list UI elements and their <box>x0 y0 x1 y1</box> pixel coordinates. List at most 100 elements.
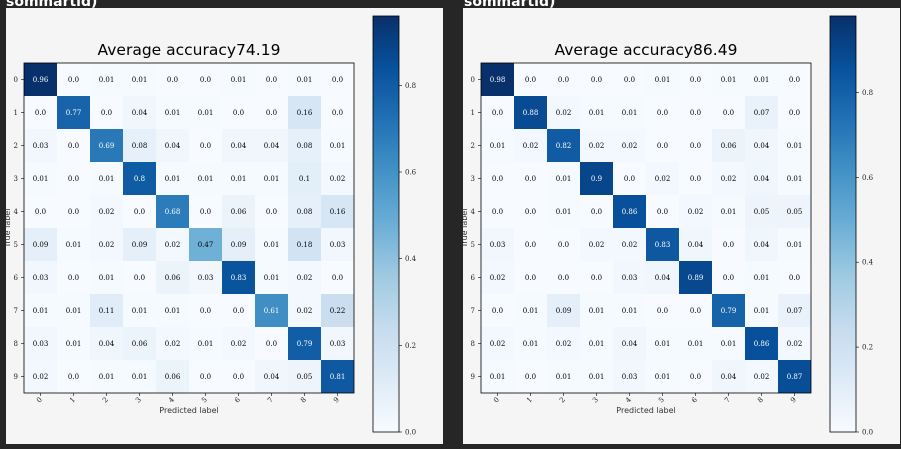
y-tick-label: 9 <box>14 373 18 381</box>
cell-value-label: 0.02 <box>490 340 506 348</box>
cell-value-label: 0.07 <box>787 307 803 315</box>
heatmap-cell <box>547 63 580 96</box>
cell-value-label: 0.01 <box>264 175 280 183</box>
cell-value-label: 0.86 <box>754 340 770 348</box>
y-tick-label: 2 <box>14 142 18 150</box>
heatmap-cell <box>745 63 778 96</box>
header-text-left: sommartid) <box>6 0 98 10</box>
cell-value-label: 0.0 <box>657 307 668 315</box>
cell-value-label: 0.9 <box>591 175 602 183</box>
cell-value-label: 0.0 <box>200 76 211 84</box>
heatmap-cell <box>57 294 90 327</box>
heatmap-cell <box>745 360 778 393</box>
cell-value-label: 0.0 <box>134 274 145 282</box>
heatmap-cell <box>222 294 255 327</box>
heatmap-cell <box>255 261 288 294</box>
heatmap-cell <box>481 261 514 294</box>
cell-value-label: 0.01 <box>198 175 214 183</box>
cell-value-label: 0.0 <box>233 373 244 381</box>
heatmap-cell <box>646 360 679 393</box>
cell-value-label: 0.01 <box>33 307 49 315</box>
cell-value-label: 0.69 <box>99 142 115 150</box>
cell-value-label: 0.68 <box>165 208 181 216</box>
y-tick-label: 0 <box>471 76 475 84</box>
heatmap-cell <box>123 96 156 129</box>
colorbar-tick-label: 0.8 <box>862 89 873 97</box>
cell-value-label: 0.08 <box>297 208 313 216</box>
heatmap-cell <box>255 96 288 129</box>
heatmap-cell <box>679 195 712 228</box>
cell-value-label: 0.02 <box>99 241 115 249</box>
y-axis-label: True label <box>463 209 469 249</box>
cell-value-label: 0.0 <box>690 307 701 315</box>
heatmap-cell <box>255 327 288 360</box>
heatmap-cell <box>580 195 613 228</box>
y-tick-label: 1 <box>471 109 475 117</box>
cell-value-label: 0.01 <box>165 307 181 315</box>
cell-value-label: 0.0 <box>167 76 178 84</box>
cell-value-label: 0.01 <box>589 307 605 315</box>
chart-title: Average accuracy74.19 <box>98 41 281 59</box>
heatmap-cell <box>24 162 57 195</box>
cell-value-label: 0.0 <box>723 241 734 249</box>
cell-value-label: 0.09 <box>33 241 49 249</box>
heatmap-cell <box>90 228 123 261</box>
heatmap-cell <box>547 96 580 129</box>
heatmap-cell <box>613 129 646 162</box>
cell-value-label: 0.01 <box>99 274 115 282</box>
cell-value-label: 0.88 <box>523 109 539 117</box>
heatmap-cell <box>679 162 712 195</box>
cell-value-label: 0.98 <box>490 76 506 84</box>
heatmap-cell <box>57 360 90 393</box>
heatmap-cell <box>24 195 57 228</box>
heatmap-cell <box>514 129 547 162</box>
heatmap-cell <box>57 162 90 195</box>
heatmap-cell <box>156 360 189 393</box>
heatmap-cell <box>288 261 321 294</box>
cell-value-label: 0.01 <box>132 307 148 315</box>
heatmap-cell <box>255 162 288 195</box>
cell-value-label: 0.0 <box>525 76 536 84</box>
cell-value-label: 0.01 <box>754 307 770 315</box>
heatmap-cell <box>745 162 778 195</box>
cell-value-label: 0.01 <box>556 208 572 216</box>
cell-value-label: 0.01 <box>787 142 803 150</box>
heatmap-cell <box>580 129 613 162</box>
heatmap-cell <box>613 228 646 261</box>
heatmap-cell <box>580 96 613 129</box>
cell-value-label: 0.06 <box>165 373 181 381</box>
x-tick-label: 4 <box>624 395 633 404</box>
cell-value-label: 0.83 <box>655 241 671 249</box>
heatmap-cell <box>613 162 646 195</box>
cell-value-label: 0.0 <box>591 274 602 282</box>
cell-value-label: 0.0 <box>266 340 277 348</box>
heatmap-cell <box>123 228 156 261</box>
heatmap-cell <box>189 327 222 360</box>
cell-value-label: 0.0 <box>35 109 46 117</box>
cell-value-label: 0.8 <box>134 175 145 183</box>
cell-value-label: 0.01 <box>655 373 671 381</box>
cell-value-label: 0.16 <box>297 109 313 117</box>
cell-value-label: 0.01 <box>297 76 313 84</box>
heatmap-cell <box>57 228 90 261</box>
cell-value-label: 0.03 <box>490 241 506 249</box>
cell-value-label: 0.03 <box>33 274 49 282</box>
heatmap-cells: 0.96 0.0 0.01 0.01 0.0 0.0 0.01 0.0 0.01 0.0 0.0 0.… <box>24 63 354 393</box>
heatmap-cell <box>189 360 222 393</box>
heatmap-cell <box>24 96 57 129</box>
cell-value-label: 0.0 <box>200 373 211 381</box>
heatmap-cell <box>24 261 57 294</box>
heatmap-cell <box>646 162 679 195</box>
cell-value-label: 0.01 <box>33 175 49 183</box>
x-tick-label: 8 <box>299 396 308 405</box>
y-tick-label: 9 <box>471 373 475 381</box>
heatmap-cell <box>222 261 255 294</box>
y-axis-label: True label <box>6 209 12 249</box>
cell-value-label: 0.0 <box>591 208 602 216</box>
x-tick-label: 5 <box>200 396 209 405</box>
chart-title: Average accuracy86.49 <box>555 41 738 59</box>
cell-value-label: 0.87 <box>787 373 803 381</box>
heatmap-cell <box>222 195 255 228</box>
cell-value-label: 0.01 <box>198 340 214 348</box>
cell-value-label: 0.04 <box>721 373 737 381</box>
